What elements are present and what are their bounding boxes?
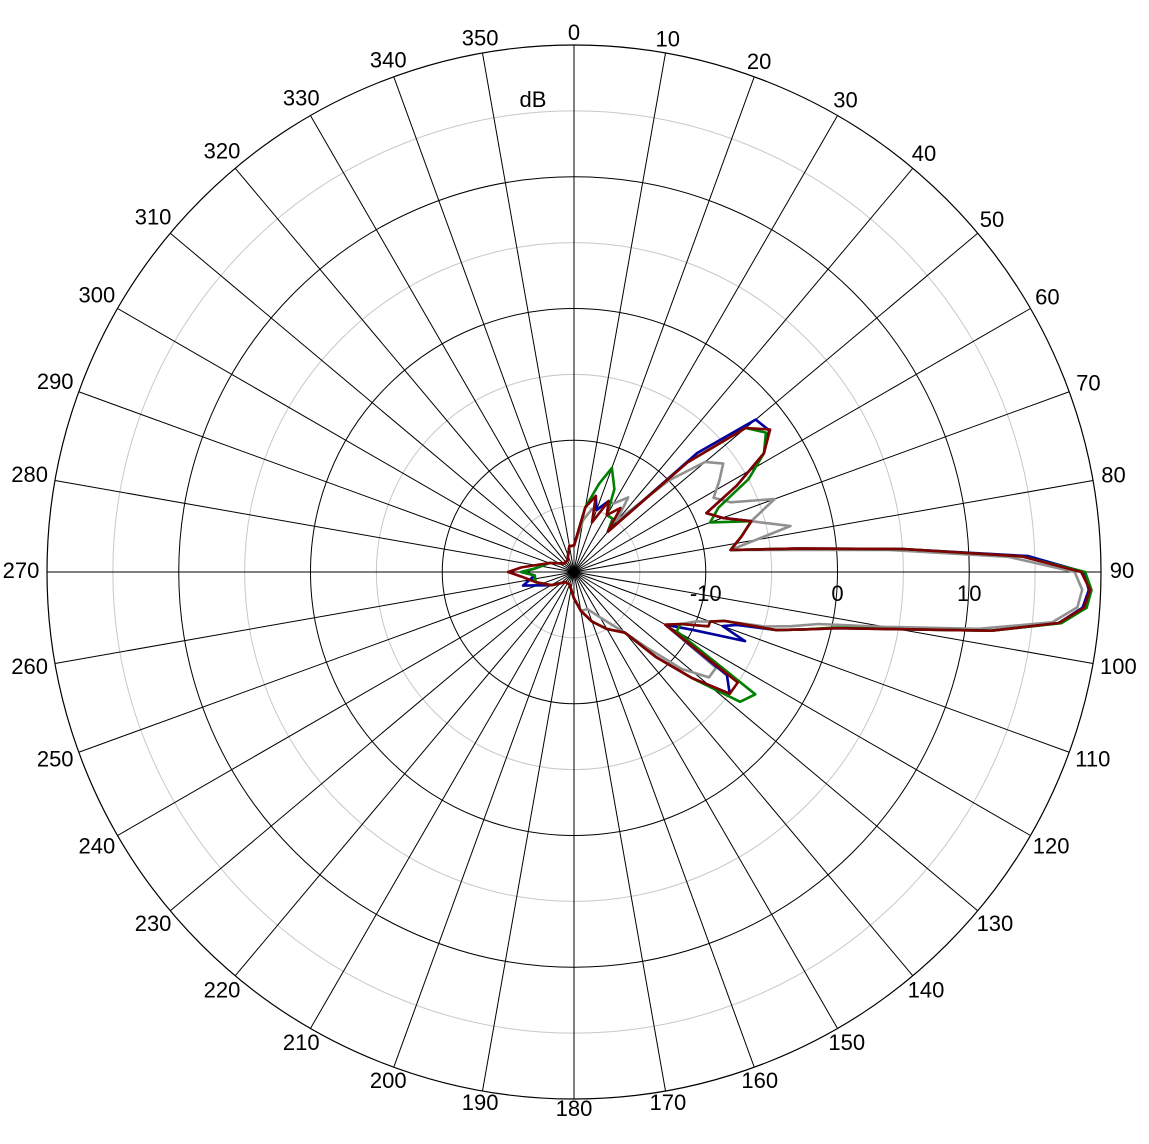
angle-tick-label: 210 — [283, 1030, 320, 1055]
angle-tick-label: 140 — [908, 977, 945, 1002]
spoke — [573, 571, 1031, 836]
angle-tick-label: 250 — [37, 747, 74, 772]
angle-tick-label: 290 — [37, 369, 74, 394]
angle-tick-label: 100 — [1100, 654, 1137, 679]
angle-tick-label: 50 — [980, 207, 1004, 232]
angle-tick-label: 180 — [556, 1096, 593, 1121]
angle-tick-label: 90 — [1110, 558, 1134, 583]
radial-tick-label: -10 — [690, 581, 722, 606]
spoke — [234, 571, 575, 977]
angle-tick-label: 170 — [650, 1090, 687, 1115]
angle-tick-label: 270 — [3, 558, 40, 583]
angle-tick-label: 240 — [78, 833, 115, 858]
spoke — [573, 571, 1094, 665]
spoke — [573, 479, 1094, 573]
radial-tick-label: 10 — [957, 581, 981, 606]
spoke — [573, 571, 1070, 753]
spoke — [481, 52, 575, 573]
angle-tick-label: 150 — [828, 1030, 865, 1055]
angle-tick-label: 310 — [135, 205, 172, 230]
spoke — [78, 571, 575, 753]
radial-tick-label: 0 — [831, 581, 843, 606]
angle-tick-label: 70 — [1076, 371, 1100, 396]
spoke — [573, 232, 979, 573]
angle-tick-label: 350 — [462, 25, 499, 50]
angle-tick-label: 40 — [912, 141, 936, 166]
spoke — [117, 308, 575, 573]
spoke — [573, 571, 838, 1029]
spoke — [573, 167, 914, 573]
spoke — [169, 571, 575, 912]
spoke — [573, 571, 667, 1092]
angle-tick-label: 20 — [747, 49, 771, 74]
spoke — [573, 52, 667, 573]
angle-tick-label: 330 — [283, 85, 320, 110]
angle-tick-label: 110 — [1075, 747, 1110, 772]
angle-tick-label: 220 — [204, 977, 241, 1002]
spoke — [310, 571, 575, 1029]
spoke — [573, 571, 914, 977]
angle-tick-label: 340 — [370, 47, 407, 72]
angle-tick-label: 80 — [1101, 463, 1125, 488]
angle-tick-label: 300 — [78, 282, 115, 307]
angle-tick-label: 0 — [568, 20, 580, 45]
angle-tick-label: 230 — [135, 911, 172, 936]
series-line — [506, 426, 1092, 695]
spoke — [78, 391, 575, 573]
spoke — [573, 571, 979, 912]
angle-tick-label: 320 — [204, 138, 241, 163]
angle-tick-label: 200 — [370, 1068, 407, 1093]
angle-tick-label: 280 — [11, 462, 48, 487]
spoke — [117, 571, 575, 836]
spoke — [54, 479, 575, 573]
angle-tick-label: 60 — [1035, 284, 1059, 309]
angle-tick-label: 260 — [11, 654, 48, 679]
angle-tick-label: 190 — [462, 1090, 499, 1115]
spoke — [573, 391, 1070, 573]
angle-tick-label: 130 — [977, 911, 1014, 936]
spoke — [310, 115, 575, 573]
spoke — [54, 571, 575, 665]
angle-tick-label: 120 — [1033, 833, 1070, 858]
spoke — [481, 571, 575, 1092]
spoke — [234, 167, 575, 573]
spoke — [169, 232, 575, 573]
spoke — [573, 76, 755, 573]
spoke — [573, 115, 838, 573]
spoke — [393, 571, 575, 1068]
angle-tick-label: 160 — [741, 1068, 778, 1093]
spoke — [573, 571, 755, 1068]
angle-tick-label: 10 — [655, 26, 679, 51]
grid — [46, 44, 1102, 1100]
unit-label: dB — [520, 87, 547, 112]
angle-tick-label: 30 — [833, 88, 857, 113]
spoke — [573, 308, 1031, 573]
spoke — [393, 76, 575, 573]
